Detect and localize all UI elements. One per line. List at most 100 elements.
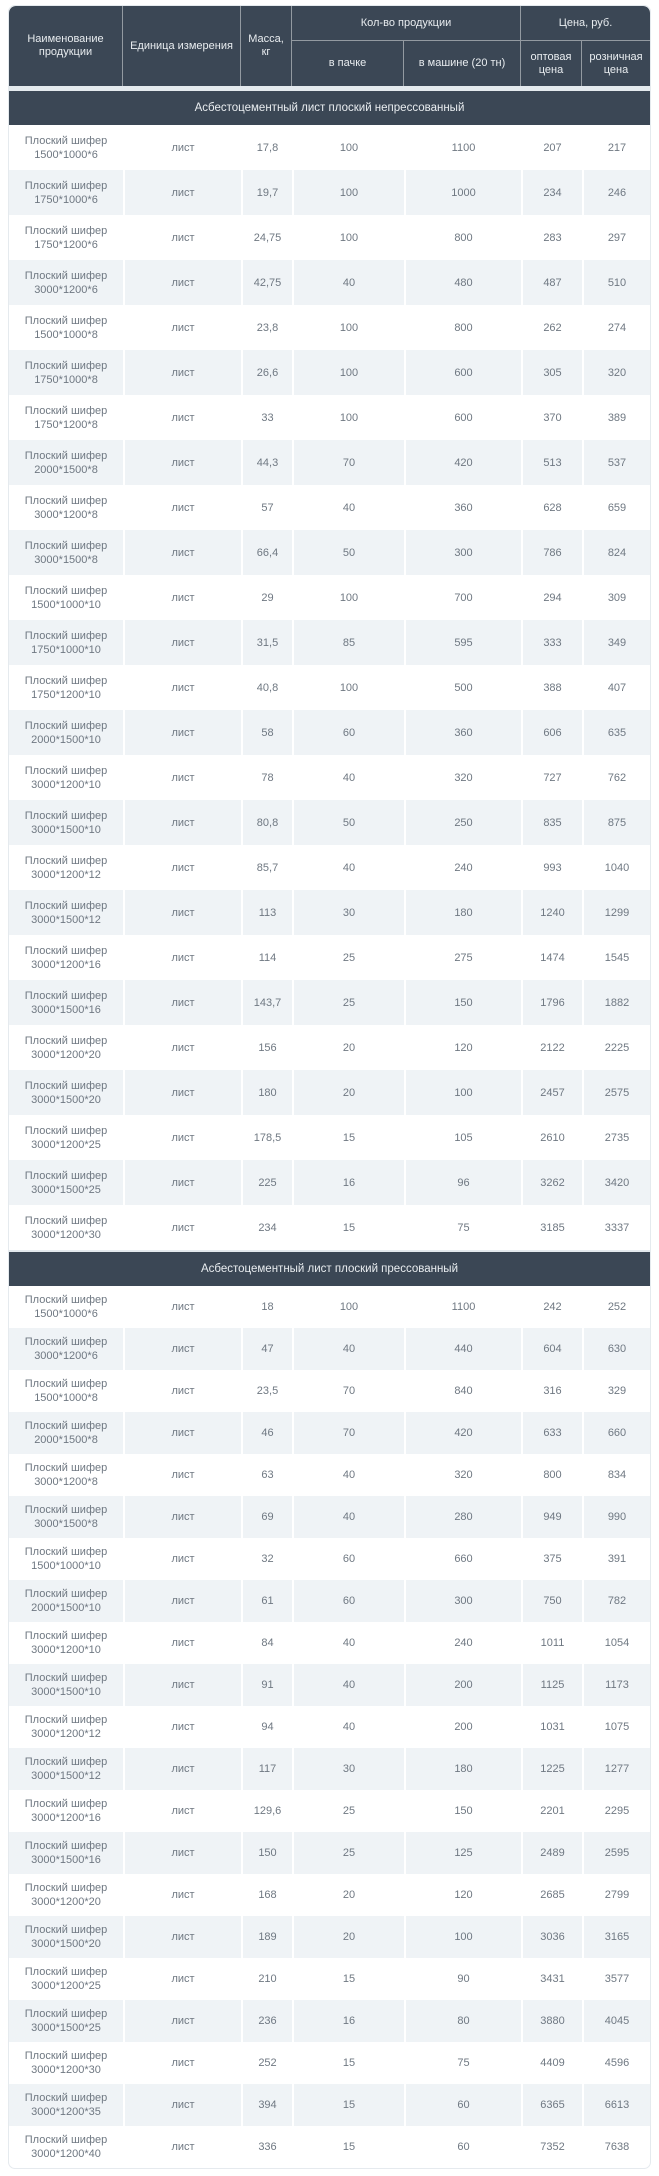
product-name-line: Плоский шифер xyxy=(24,1840,108,1852)
unit-cell: лист xyxy=(123,1748,241,1790)
retail-price-cell: 6613 xyxy=(582,2084,650,2126)
qty-truck-cell: 180 xyxy=(404,890,521,935)
qty-truck-cell: 360 xyxy=(404,485,521,530)
product-name-line: Плоский шифер xyxy=(24,719,108,732)
product-size-line: 2000*1500*8 xyxy=(34,1434,98,1446)
mass-cell: 234 xyxy=(241,1205,292,1250)
qty-pack-cell: 40 xyxy=(292,1496,404,1538)
product-name-cell: Плоский шифер 3000*1200*40 xyxy=(9,2126,123,2168)
unit-cell: лист xyxy=(123,1832,241,1874)
product-name-cell: Плоский шифер 2000*1500*10 xyxy=(9,1580,123,1622)
unit-cell: лист xyxy=(123,2042,241,2084)
qty-pack-cell: 20 xyxy=(292,1874,404,1916)
mass-cell: 46 xyxy=(241,1412,292,1454)
wholesale-price-cell: 4409 xyxy=(521,2042,582,2084)
product-name-line: Плоский шифер xyxy=(24,1672,108,1684)
wholesale-price-cell: 949 xyxy=(521,1496,582,1538)
product-name-cell: Плоский шифер 1750*1200*10 xyxy=(9,665,123,710)
product-name-cell: Плоский шифер 3000*1500*25 xyxy=(9,2000,123,2042)
mass-cell: 129,6 xyxy=(241,1790,292,1832)
wholesale-price-cell: 234 xyxy=(521,170,582,215)
unit-cell: лист xyxy=(123,1205,241,1250)
col-header-product-name: Наименование продукции xyxy=(9,6,123,86)
qty-pack-cell: 20 xyxy=(292,1025,404,1070)
unit-cell: лист xyxy=(123,1370,241,1412)
unit-cell: лист xyxy=(123,1622,241,1664)
product-name-cell: Плоский шифер 2000*1500*8 xyxy=(9,1412,123,1454)
qty-truck-cell: 100 xyxy=(404,1916,521,1958)
qty-pack-cell: 25 xyxy=(292,1832,404,1874)
product-name-cell: Плоский шифер 3000*1500*20 xyxy=(9,1070,123,1115)
mass-cell: 44,3 xyxy=(241,440,292,485)
retail-price-cell: 2735 xyxy=(582,1115,650,1160)
product-name-cell: Плоский шифер 3000*1200*12 xyxy=(9,845,123,890)
col-group-quantity: Кол-во продукции xyxy=(292,6,521,41)
mass-cell: 180 xyxy=(241,1070,292,1115)
product-name-line: Плоский шифер xyxy=(24,1079,108,1092)
qty-pack-cell: 70 xyxy=(292,440,404,485)
product-size-line: 3000*1200*10 xyxy=(31,778,101,791)
qty-truck-cell: 300 xyxy=(404,530,521,575)
product-name-line: Плоский шифер xyxy=(24,674,108,687)
unit-cell: лист xyxy=(123,1328,241,1370)
qty-truck-cell: 60 xyxy=(404,2084,521,2126)
wholesale-price-cell: 513 xyxy=(521,440,582,485)
section-header: Асбестоцементный лист плоский непрессова… xyxy=(9,89,650,125)
retail-price-cell: 2575 xyxy=(582,1070,650,1115)
qty-truck-cell: 120 xyxy=(404,1025,521,1070)
product-name-cell: Плоский шифер 1500*1000*6 xyxy=(9,1286,123,1328)
retail-price-cell: 297 xyxy=(582,215,650,260)
table-row: Плоский шифер 1500*1000*8 лист 23,8 100 800 26… xyxy=(9,305,650,350)
mass-cell: 236 xyxy=(241,2000,292,2042)
table-row: Плоский шифер 1500*1000*6 лист 18 100 1100 242… xyxy=(9,1286,650,1328)
product-name-cell: Плоский шифер 3000*1200*25 xyxy=(9,1115,123,1160)
table-body: Плоский шифер 1500*1000*6 лист 18 100 1100 242… xyxy=(9,1286,650,2168)
qty-pack-cell: 25 xyxy=(292,1790,404,1832)
product-size-line: 3000*1200*40 xyxy=(31,2148,101,2160)
retail-price-cell: 329 xyxy=(582,1370,650,1412)
product-size-line: 1500*1000*6 xyxy=(34,1308,98,1320)
unit-cell: лист xyxy=(123,125,241,170)
product-size-line: 3000*1500*10 xyxy=(31,823,101,836)
product-size-line: 1750*1200*10 xyxy=(31,688,101,701)
product-size-line: 1750*1200*6 xyxy=(34,238,98,251)
retail-price-cell: 3577 xyxy=(582,1958,650,2000)
product-name-cell: Плоский шифер 3000*1500*25 xyxy=(9,1160,123,1205)
product-name-line: Плоский шифер xyxy=(24,899,108,912)
product-size-line: 3000*1500*12 xyxy=(31,1770,101,1782)
mass-cell: 32 xyxy=(241,1538,292,1580)
product-name-cell: Плоский шифер 3000*1200*6 xyxy=(9,260,123,305)
table-row: Плоский шифер 3000*1500*25 лист 225 16 96 3262… xyxy=(9,1160,650,1205)
qty-pack-cell: 40 xyxy=(292,1622,404,1664)
product-size-line: 1500*1000*8 xyxy=(34,1392,98,1404)
product-name-cell: Плоский шифер 1500*1000*10 xyxy=(9,1538,123,1580)
table-row: Плоский шифер 3000*1500*10 лист 91 40 200 1125… xyxy=(9,1664,650,1706)
product-name-cell: Плоский шифер 3000*1200*12 xyxy=(9,1706,123,1748)
product-name-cell: Плоский шифер 2000*1500*10 xyxy=(9,710,123,755)
mass-cell: 113 xyxy=(241,890,292,935)
product-name-line: Плоский шифер xyxy=(24,1714,108,1726)
unit-cell: лист xyxy=(123,1412,241,1454)
product-name-line: Плоский шифер xyxy=(24,1756,108,1768)
mass-cell: 85,7 xyxy=(241,845,292,890)
table-row: Плоский шифер 3000*1200*12 лист 94 40 200 1031… xyxy=(9,1706,650,1748)
product-size-line: 3000*1200*6 xyxy=(34,283,98,296)
unit-cell: лист xyxy=(123,980,241,1025)
qty-truck-cell: 480 xyxy=(404,260,521,305)
mass-cell: 31,5 xyxy=(241,620,292,665)
qty-pack-cell: 25 xyxy=(292,980,404,1025)
qty-pack-cell: 15 xyxy=(292,1115,404,1160)
unit-cell: лист xyxy=(123,1454,241,1496)
table-row: Плоский шифер 2000*1500*10 лист 58 60 360 606 6… xyxy=(9,710,650,755)
wholesale-price-cell: 633 xyxy=(521,1412,582,1454)
table-row: Плоский шифер 1500*1000*10 лист 32 60 660 375 3… xyxy=(9,1538,650,1580)
wholesale-price-cell: 2457 xyxy=(521,1070,582,1115)
qty-truck-cell: 105 xyxy=(404,1115,521,1160)
table-row: Плоский шифер 3000*1500*16 лист 143,7 25 150 1… xyxy=(9,980,650,1025)
wholesale-price-cell: 1796 xyxy=(521,980,582,1025)
unit-cell: лист xyxy=(123,485,241,530)
table-section-pressed: Асбестоцементный лист плоский прессованн… xyxy=(9,1250,650,2168)
qty-truck-cell: 600 xyxy=(404,395,521,440)
retail-price-cell: 2595 xyxy=(582,1832,650,1874)
qty-pack-cell: 20 xyxy=(292,1916,404,1958)
